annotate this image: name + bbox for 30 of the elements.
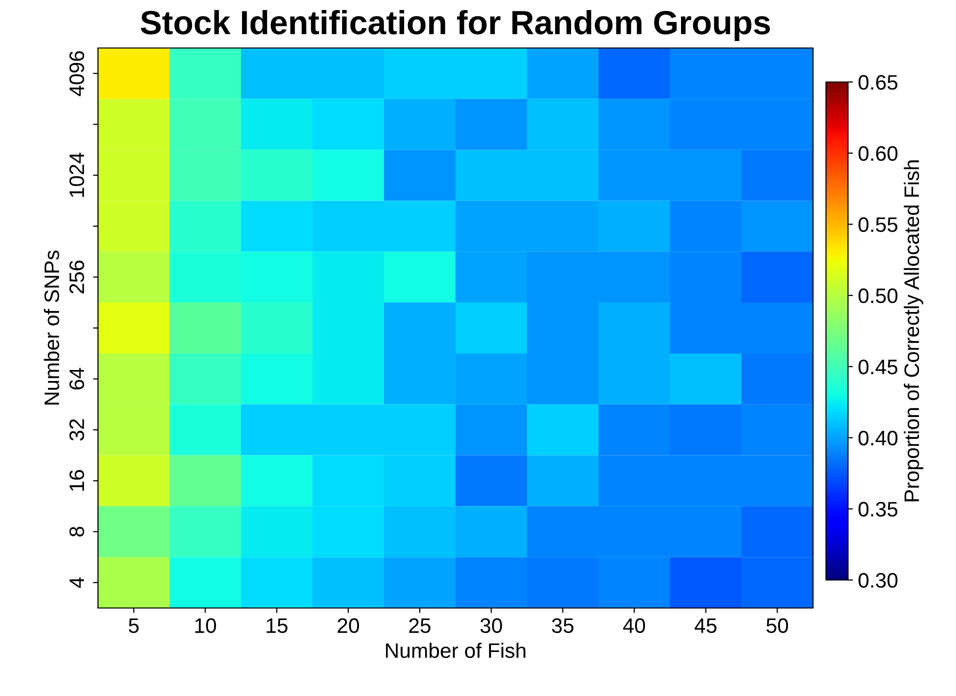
x-tick-label: 45 — [694, 618, 716, 634]
x-tick-label: 50 — [766, 618, 788, 634]
y-tick-label: 32 — [69, 419, 84, 441]
color-bar-label: 0.30 — [858, 573, 898, 588]
x-tick-label: 5 — [128, 618, 139, 634]
y-tick-label: 8 — [69, 526, 84, 537]
y-tick-label: 64 — [69, 368, 84, 390]
color-bar-label: 0.55 — [858, 217, 898, 232]
x-tick-label: 20 — [338, 618, 360, 634]
chart-title: Stock Identification for Random Groups — [140, 10, 770, 42]
x-tick-label: 10 — [195, 618, 216, 634]
x-axis-title: Number of Fish — [386, 642, 526, 658]
y-tick-label: 4096 — [69, 51, 84, 96]
y-tick-label: 16 — [69, 470, 84, 491]
x-tick-label: 35 — [552, 618, 574, 634]
color-bar-label: 0.35 — [858, 502, 898, 517]
color-bar-label: 0.65 — [858, 75, 898, 90]
y-tick-label: 4 — [70, 577, 84, 588]
color-bar-label: 0.40 — [858, 430, 898, 446]
x-tick-label: 40 — [623, 618, 646, 634]
x-tick-label: 25 — [409, 618, 430, 634]
color-bar-title: Proportion of Correctly Allocated Fish — [904, 160, 924, 502]
color-bar-label: 0.45 — [858, 360, 898, 374]
x-tick-label: 15 — [266, 618, 288, 634]
y-tick-label: 1024 — [69, 152, 84, 197]
y-axis-title: Number of SNPs — [44, 250, 60, 404]
color-bar-label: 0.60 — [858, 146, 898, 161]
y-tick-label: 256 — [69, 260, 84, 294]
x-tick-label: 30 — [480, 618, 502, 634]
color-bar-label: 0.50 — [858, 288, 898, 304]
